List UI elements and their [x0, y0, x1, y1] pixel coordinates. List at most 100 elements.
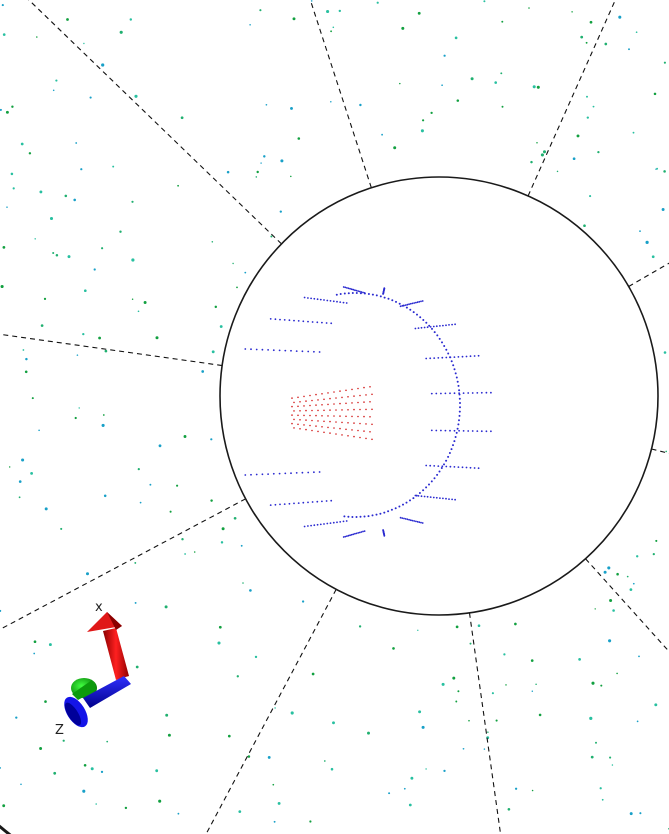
shell-particle [418, 521, 421, 524]
field-particle [576, 134, 580, 138]
field-particle [95, 803, 97, 805]
field-particle [31, 397, 34, 400]
field-particle [536, 85, 540, 89]
shell-particle [307, 320, 309, 323]
field-particle [184, 553, 186, 555]
shell-particle [406, 518, 409, 521]
core-particle [293, 427, 295, 429]
field-particle [457, 690, 460, 693]
field-particle [232, 262, 234, 265]
shell-particle [311, 501, 314, 503]
shell-rim-particle [363, 515, 366, 518]
shell-particle [403, 517, 405, 520]
shell-particle [440, 429, 442, 432]
shell-particle [323, 299, 325, 301]
field-particle [310, 0, 313, 2]
axes-triad[interactable]: x Z [55, 600, 131, 738]
field-particle [600, 684, 603, 687]
field-particle [249, 24, 251, 26]
field-particle [399, 82, 401, 85]
field-particle [592, 105, 595, 108]
core-particle [363, 415, 365, 418]
sector-line [28, 0, 282, 245]
field-particle [131, 200, 134, 203]
shell-rim-particle [457, 423, 460, 426]
shell-particle [332, 300, 335, 303]
shell-rim-particle [415, 494, 418, 497]
shell-particle [354, 289, 356, 292]
shell-rim-particle [452, 444, 454, 447]
shell-particle [411, 302, 414, 305]
shell-rim-particle [351, 292, 354, 294]
core-particle [371, 423, 373, 426]
field-particle [653, 92, 657, 96]
shell-particle [461, 466, 464, 469]
field-particle [101, 423, 105, 427]
z-axis-label: Z [55, 723, 64, 738]
field-particle [536, 142, 538, 144]
shell-particle [310, 524, 312, 527]
shell-particle [301, 350, 304, 353]
shell-rim-particle [436, 334, 439, 337]
field-particle [628, 48, 630, 51]
core-particle [293, 410, 295, 412]
core-particles [291, 386, 373, 441]
field-particle [290, 711, 294, 715]
core-particle [309, 404, 311, 407]
field-particle [279, 210, 282, 213]
field-particle [272, 783, 275, 786]
field-particle [538, 713, 542, 717]
shell-particle [490, 391, 492, 394]
shell-rim-particle [458, 397, 461, 400]
shell-particle [355, 289, 358, 292]
shell-rim-particle [383, 296, 386, 299]
shell-rim-particle [351, 516, 354, 518]
core-particle [297, 414, 299, 417]
field-particle [0, 284, 4, 289]
field-particle [25, 357, 28, 361]
field-particle [98, 336, 102, 340]
shell-particle [313, 524, 316, 527]
shell-particle [311, 321, 314, 323]
shell-rim-particle [433, 331, 436, 334]
shell-particle [451, 498, 453, 501]
field-particle [452, 676, 456, 680]
core-particle [347, 435, 349, 437]
field-particle [638, 655, 640, 658]
shell-particle [435, 392, 438, 395]
field-particle [6, 206, 8, 208]
field-particle [330, 767, 334, 771]
core-particle [357, 387, 359, 390]
field-particle [74, 416, 77, 420]
shell-rim-particle [355, 292, 358, 294]
shell-particle [342, 286, 345, 288]
sector-line [628, 262, 669, 287]
field-particle [214, 305, 218, 309]
field-particle [454, 36, 458, 40]
shell-particle [321, 321, 323, 324]
core-particle [369, 416, 371, 418]
shell-rim-particle [447, 352, 450, 355]
field-particle [0, 609, 2, 612]
field-particle [500, 72, 503, 75]
field-particle [104, 349, 108, 353]
shell-particle [283, 319, 286, 321]
field-particle [55, 253, 59, 257]
field-particle [181, 538, 184, 541]
field-particle [608, 639, 612, 643]
shell-rim-particle [441, 341, 443, 344]
core-particle [299, 401, 301, 403]
field-particle [80, 168, 83, 171]
core-particle [311, 399, 313, 402]
shell-particle [354, 532, 356, 535]
core-particle [305, 409, 307, 412]
shell-particle [429, 326, 432, 328]
shell-rim-particle [343, 292, 346, 295]
field-particle [469, 642, 472, 645]
field-particle [83, 42, 85, 45]
shell-rim-particle [433, 477, 436, 480]
shell-particle [413, 302, 416, 304]
shell-particle [290, 472, 292, 475]
shell-particle [325, 500, 328, 502]
